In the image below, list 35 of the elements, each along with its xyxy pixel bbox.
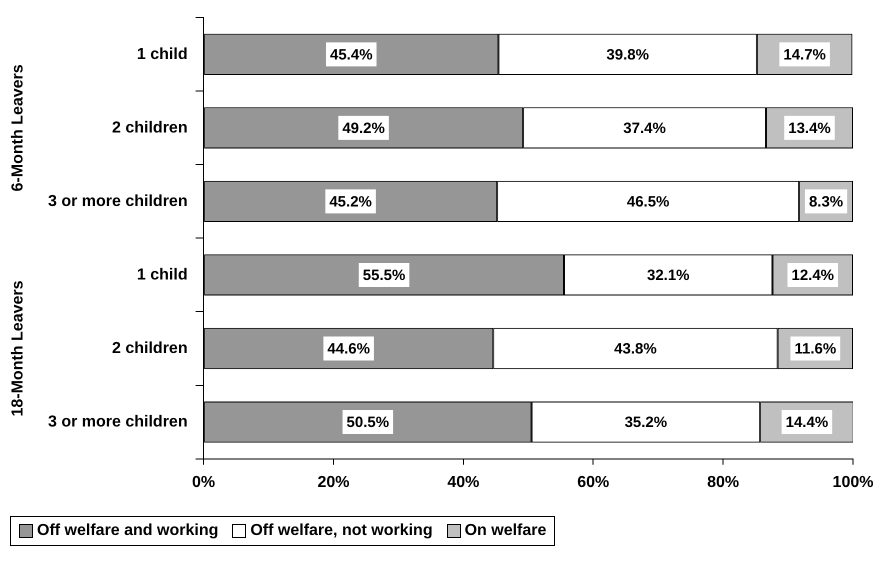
text: 18-Month Leavers	[9, 280, 26, 417]
data-label: 39.8%	[606, 46, 649, 64]
x-tick-label: 20%	[317, 474, 350, 491]
x-tick-label: 0%	[192, 474, 216, 491]
y-tick-label: 1 child	[136, 46, 188, 63]
data-label: 35.2%	[624, 414, 668, 432]
x-tick-label: 100%	[832, 474, 874, 491]
legend-label: Off welfare, not working	[250, 522, 433, 540]
data-label: 13.4%	[788, 120, 831, 138]
data-label: 45.4%	[330, 46, 373, 64]
data-label: 12.4%	[791, 267, 834, 284]
data-label: 50.5%	[346, 414, 390, 432]
legend-label: Off welfare and working	[37, 522, 218, 540]
data-label: 55.5%	[362, 267, 406, 284]
data-label: 14.7%	[783, 46, 826, 64]
data-label: 14.4%	[786, 414, 828, 432]
y-tick-label: 3 or more children	[48, 192, 188, 210]
data-label: 44.6%	[327, 340, 370, 358]
y-tick-label: 2 children	[112, 119, 188, 136]
data-label: 43.8%	[614, 340, 657, 358]
data-label: 32.1%	[646, 267, 690, 284]
y-tick-label: 3 or more children	[48, 413, 188, 430]
data-label: 8.3%	[808, 194, 844, 211]
data-label: 46.5%	[626, 194, 670, 211]
legend-label: On welfare	[464, 522, 546, 540]
y-tick-label: 1 child	[136, 266, 188, 284]
text: 6-Month Leavers	[9, 64, 26, 192]
data-label: 45.2%	[329, 194, 372, 211]
x-tick-label: 80%	[707, 474, 740, 491]
y-tick-label: 2 children	[112, 340, 188, 357]
data-label: 49.2%	[342, 120, 385, 138]
x-tick-label: 40%	[447, 474, 480, 491]
data-label: 11.6%	[794, 340, 836, 358]
data-label: 37.4%	[623, 120, 666, 138]
x-tick-label: 60%	[577, 474, 610, 491]
